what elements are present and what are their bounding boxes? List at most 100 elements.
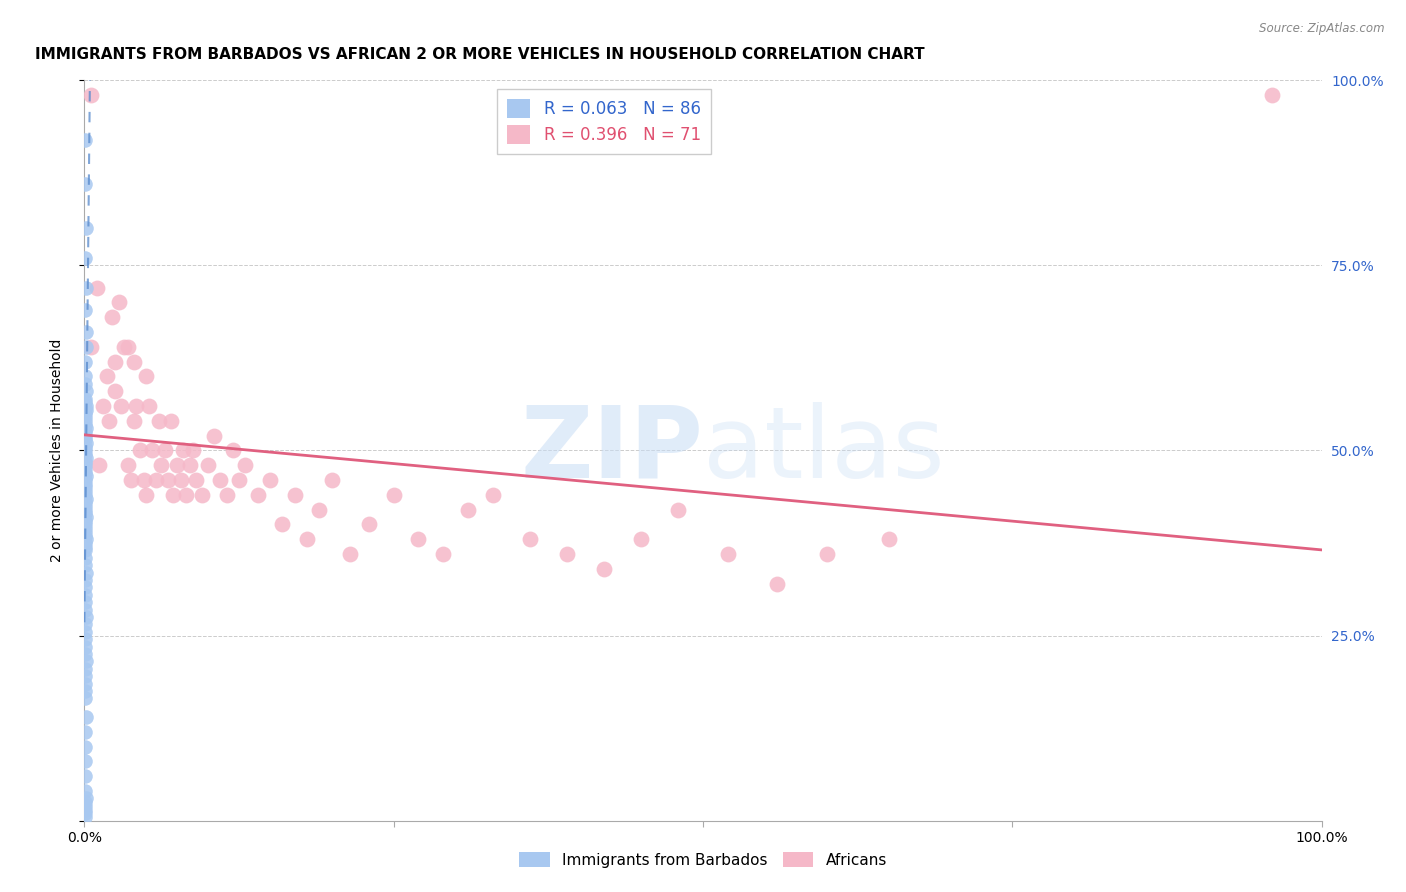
Point [75, 684, 97, 698]
Point [271, 517, 294, 532]
Point [877, 533, 900, 547]
Point [630, 533, 652, 547]
Text: atlas: atlas [703, 402, 945, 499]
Point [135, 369, 157, 384]
Point [104, 384, 127, 399]
Point [75, 302, 97, 317]
Point [91, 399, 114, 413]
Point [73, 528, 96, 542]
Point [75, 632, 97, 647]
Point [98, 414, 121, 428]
Point [75, 440, 97, 454]
Point [457, 502, 479, 516]
Point [75, 466, 97, 480]
Point [117, 458, 139, 473]
Point [75, 495, 97, 509]
Point [79, 88, 101, 103]
Point [75, 480, 97, 494]
Point [166, 458, 188, 473]
Point [259, 473, 281, 487]
Point [246, 488, 269, 502]
Point [75, 436, 97, 450]
Point [209, 473, 232, 487]
Point [75, 581, 97, 595]
Point [73, 443, 96, 458]
Point [148, 414, 170, 428]
Point [666, 502, 689, 516]
Point [75, 617, 97, 632]
Y-axis label: 2 or more Vehicles in Household: 2 or more Vehicles in Household [49, 339, 63, 562]
Point [75, 462, 97, 476]
Point [75, 325, 97, 339]
Point [593, 562, 616, 576]
Point [233, 458, 256, 473]
Point [75, 524, 97, 539]
Point [75, 354, 97, 368]
Point [75, 510, 97, 524]
Point [717, 547, 740, 561]
Point [308, 502, 330, 516]
Point [73, 647, 96, 661]
Point [129, 443, 152, 458]
Point [228, 473, 250, 487]
Point [141, 443, 163, 458]
Point [75, 491, 97, 506]
Point [75, 514, 97, 528]
Point [135, 488, 157, 502]
Point [179, 458, 201, 473]
Point [73, 132, 96, 146]
Point [382, 488, 405, 502]
Point [145, 473, 167, 487]
Point [100, 310, 122, 325]
Point [75, 595, 97, 609]
Point [75, 710, 97, 724]
Point [73, 810, 96, 824]
Point [75, 476, 97, 491]
Point [75, 669, 97, 683]
Point [222, 443, 245, 458]
Point [73, 410, 96, 425]
Point [122, 354, 145, 368]
Point [172, 443, 194, 458]
Point [73, 784, 96, 798]
Point [75, 395, 97, 409]
Point [215, 488, 238, 502]
Point [75, 803, 97, 817]
Point [153, 443, 176, 458]
Point [160, 414, 183, 428]
Point [75, 221, 97, 235]
Point [75, 624, 97, 639]
Point [75, 536, 97, 550]
Point [150, 458, 173, 473]
Point [120, 473, 142, 487]
Point [162, 488, 184, 502]
Point [75, 369, 97, 384]
Point [75, 417, 97, 432]
Point [75, 806, 97, 821]
Point [481, 488, 503, 502]
Point [75, 517, 97, 532]
Point [75, 499, 97, 513]
Point [815, 547, 838, 561]
Point [75, 402, 97, 417]
Point [191, 488, 214, 502]
Point [75, 447, 97, 461]
Point [408, 533, 430, 547]
Point [75, 566, 97, 580]
Point [73, 251, 96, 265]
Point [555, 547, 578, 561]
Point [184, 473, 207, 487]
Point [75, 407, 97, 421]
Point [73, 602, 96, 616]
Point [73, 484, 96, 499]
Point [75, 791, 97, 805]
Point [181, 443, 204, 458]
Point [75, 795, 97, 809]
Text: IMMIGRANTS FROM BARBADOS VS AFRICAN 2 OR MORE VEHICLES IN HOUSEHOLD CORRELATION : IMMIGRANTS FROM BARBADOS VS AFRICAN 2 OR… [35, 47, 925, 62]
Point [519, 533, 541, 547]
Point [75, 543, 97, 558]
Legend: R = 0.063   N = 86, R = 0.396   N = 71: R = 0.063 N = 86, R = 0.396 N = 71 [498, 88, 711, 153]
Point [75, 540, 97, 554]
Point [112, 340, 135, 354]
Point [104, 354, 127, 368]
